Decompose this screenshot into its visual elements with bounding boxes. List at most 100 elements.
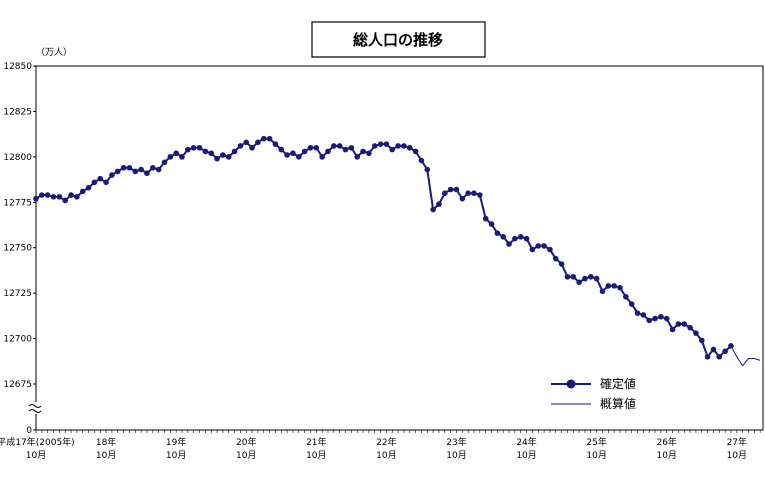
data-point <box>126 164 133 171</box>
x-tick-label-month: 10月 <box>306 450 326 461</box>
data-point <box>430 206 436 213</box>
y-tick-label: 0 <box>26 426 32 436</box>
y-tick-label: 12700 <box>3 335 32 345</box>
data-point <box>50 194 57 200</box>
data-point <box>623 293 629 300</box>
x-tick-label-month: 10月 <box>656 450 676 461</box>
x-tick-label-month: 10月 <box>376 450 396 461</box>
data-point <box>424 166 431 173</box>
data-point <box>646 317 652 324</box>
data-point <box>44 192 51 198</box>
data-point <box>704 353 711 360</box>
data-point <box>488 221 495 227</box>
data-point <box>255 139 261 146</box>
legend: 確定値 概算値 <box>551 376 636 411</box>
y-tick-label: 12775 <box>3 198 32 208</box>
data-point <box>231 148 238 155</box>
data-point <box>144 170 150 177</box>
data-point <box>62 197 68 204</box>
x-tick-label-month: 10月 <box>516 450 536 461</box>
x-tick-label-year: 20年 <box>236 436 256 448</box>
title-box <box>311 21 486 58</box>
data-point <box>161 159 168 166</box>
x-tick-label-month: 10月 <box>26 450 46 461</box>
data-point <box>167 154 174 160</box>
data-point <box>453 186 460 193</box>
data-point <box>652 315 658 322</box>
data-point <box>366 150 372 157</box>
data-point <box>687 324 693 331</box>
data-point <box>214 155 220 162</box>
y-tick-label: 12800 <box>3 153 32 163</box>
data-point <box>342 146 349 153</box>
data-point <box>465 190 471 196</box>
data-point <box>220 152 226 158</box>
data-point <box>436 201 442 207</box>
x-tick-label-month: 10月 <box>446 450 466 461</box>
data-point <box>97 175 104 182</box>
data-point <box>103 179 109 186</box>
data-point <box>150 164 156 171</box>
x-tick-label-year: 22年 <box>376 436 396 448</box>
data-point <box>570 273 577 280</box>
data-point <box>500 234 507 240</box>
data-point <box>68 192 74 198</box>
data-point <box>471 190 477 196</box>
legend-label-estimate: 概算値 <box>600 396 636 411</box>
data-point <box>634 310 641 316</box>
data-point <box>272 141 279 147</box>
data-point <box>698 337 705 344</box>
x-tick-label-year: 26年 <box>656 436 676 448</box>
data-point <box>237 143 244 149</box>
data-point <box>249 144 255 151</box>
x-tick-label-month: 10月 <box>166 450 186 461</box>
axis-break-icon <box>28 402 44 414</box>
y-unit-label: （万人） <box>36 47 72 58</box>
data-point <box>552 255 559 262</box>
data-point <box>284 152 290 158</box>
data-point <box>640 312 647 318</box>
data-point <box>331 143 337 149</box>
data-point <box>477 192 483 198</box>
data-point <box>266 135 273 142</box>
data-point <box>360 148 366 155</box>
data-point <box>243 139 250 146</box>
y-tick-label: 12825 <box>3 107 32 117</box>
x-tick-label-year: 23年 <box>446 436 466 448</box>
data-point <box>301 148 308 155</box>
y-tick-label: 12725 <box>3 289 32 299</box>
y-axis: 0 12675 12700 12725 12750 12775 12800 12825 1285… <box>3 62 36 436</box>
y-tick-label: 12850 <box>3 62 32 72</box>
data-point <box>658 313 664 320</box>
data-point <box>114 168 121 175</box>
data-point <box>529 246 536 253</box>
data-point <box>296 154 302 160</box>
data-point <box>710 346 717 353</box>
data-point <box>225 154 232 160</box>
x-tick-label-month: 10月 <box>236 450 256 461</box>
data-point <box>138 166 144 173</box>
x-tick-label-year: 25年 <box>586 436 606 448</box>
data-point <box>74 194 80 200</box>
data-point <box>208 150 214 157</box>
x-tick-label-year: 21年 <box>306 436 326 448</box>
data-point <box>558 261 565 267</box>
data-point <box>348 144 355 151</box>
data-point <box>564 273 571 280</box>
data-point <box>663 315 670 322</box>
data-point <box>389 146 396 153</box>
data-point <box>617 284 623 291</box>
data-point <box>377 141 384 147</box>
data-point <box>354 154 361 160</box>
data-point <box>722 348 728 355</box>
data-point <box>33 195 39 202</box>
data-point <box>395 143 401 149</box>
data-point <box>582 275 588 282</box>
data-point <box>39 192 45 198</box>
data-point <box>412 148 419 155</box>
data-point <box>611 283 617 289</box>
data-point <box>313 144 320 151</box>
data-point <box>202 148 209 155</box>
